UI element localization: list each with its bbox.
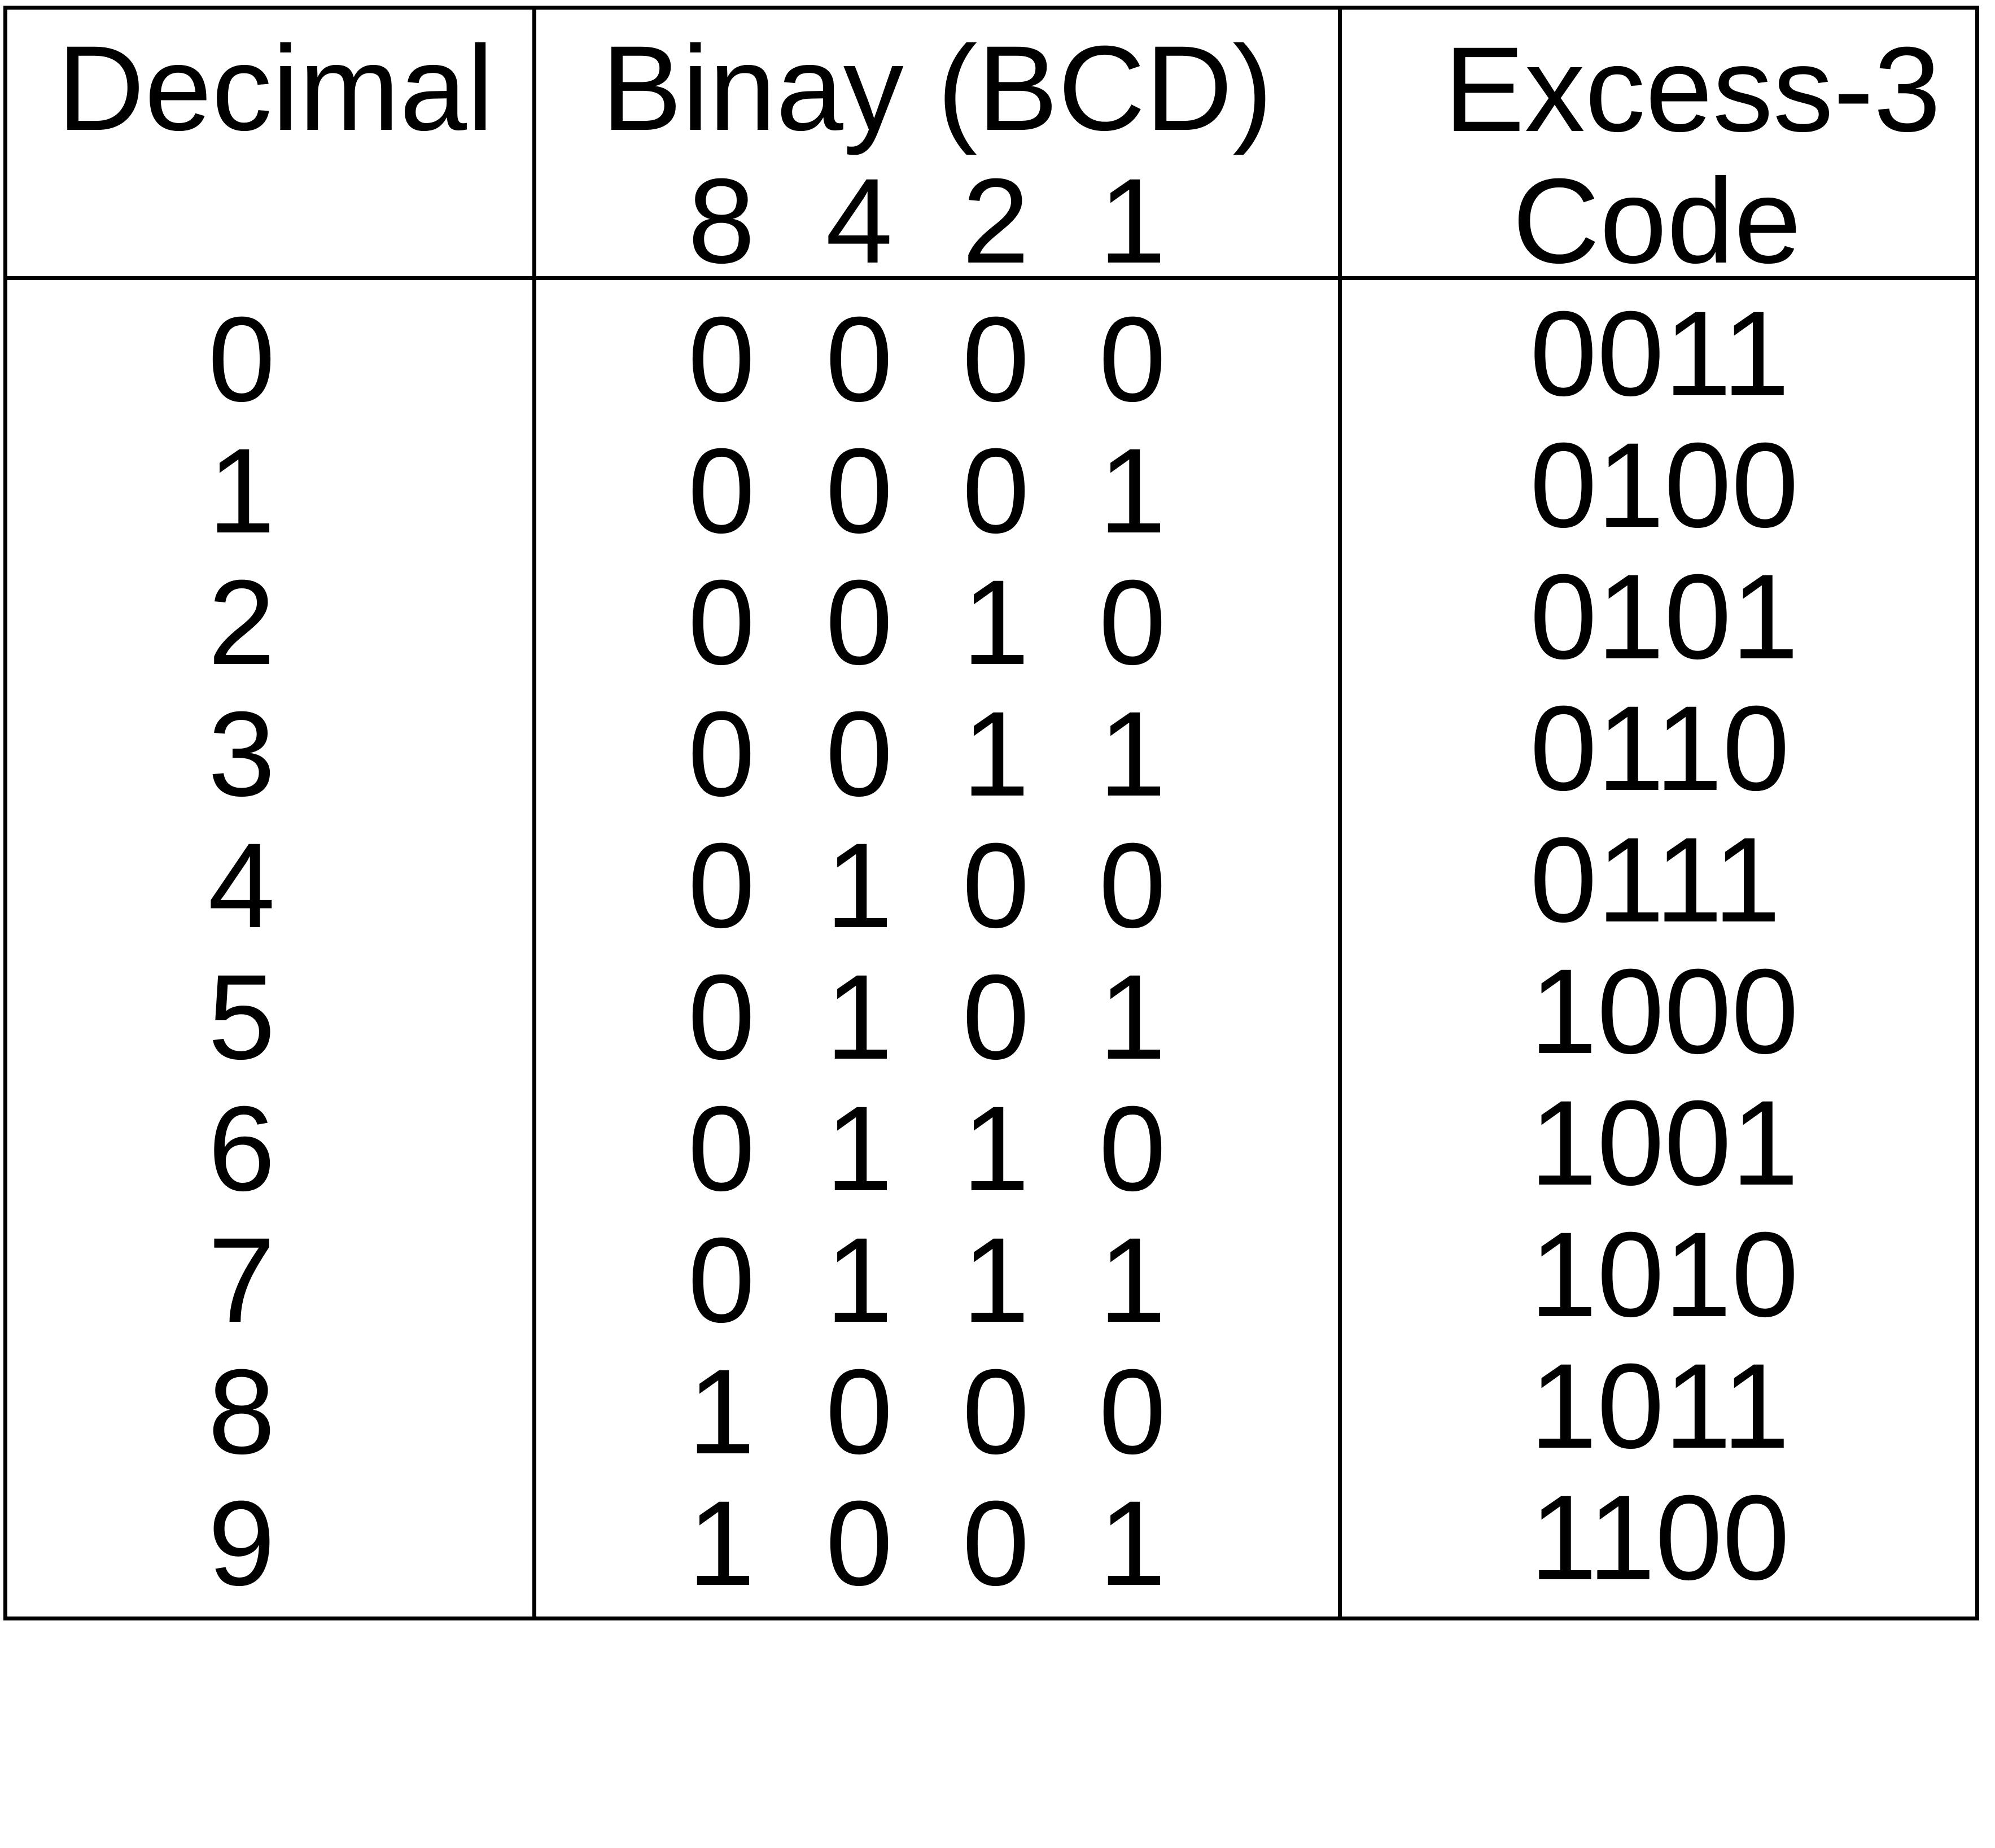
excess3-cell: 0011 [1530,286,1790,421]
excess3-cell: 1100 [1530,1470,1790,1605]
decimal-cell: 7 [208,1213,275,1348]
bcd-bit-cell: 0 [1099,1344,1166,1479]
bcd-bit-cell: 0 [688,1081,755,1216]
bcd-bit-cell: 0 [962,950,1030,1085]
excess3-cell: 1001 [1530,1076,1799,1211]
excess3-cell: 0111 [1530,812,1781,947]
bcd-bit-cell: 0 [825,423,893,558]
bcd-bit-cell: 1 [825,1081,893,1216]
bcd-bit-cell: 1 [688,1476,755,1611]
decimal-cell: 3 [208,687,275,822]
bcd-bit-cell: 1 [825,1213,893,1348]
bcd-bit-cell: 0 [1099,292,1166,427]
decimal-cell: 8 [208,1344,275,1479]
decimal-cell: 0 [208,292,275,427]
bcd-bit-cell: 0 [688,423,755,558]
bcd-bit-cell: 0 [962,1344,1030,1479]
decimal-cell: 4 [208,818,275,953]
bcd-bit-cell: 0 [1099,1081,1166,1216]
bcd-bit-cell: 1 [962,687,1030,822]
decimal-cell: 5 [208,950,275,1085]
decimal-cell: 9 [208,1476,275,1611]
bcd-bit-cell: 0 [825,555,893,690]
weight-2: 2 [962,154,1030,289]
decimal-cell: 6 [208,1081,275,1216]
bcd-bit-cell: 0 [1099,818,1166,953]
bcd-bit-cell: 1 [1099,687,1166,822]
excess3-cell: 1010 [1530,1207,1799,1342]
column-divider-binary-excess3 [1338,6,1342,1620]
header-excess3: Excess-3 [1443,22,1941,157]
bcd-bit-cell: 0 [825,687,893,822]
excess3-cell: 0101 [1530,549,1799,684]
bcd-bit-cell: 1 [962,1081,1030,1216]
bcd-bit-cell: 0 [825,1476,893,1611]
bcd-bit-cell: 0 [688,687,755,822]
table-border [3,6,1979,1620]
bcd-bit-cell: 1 [1099,423,1166,558]
bcd-bit-cell: 0 [825,292,893,427]
bcd-bit-cell: 0 [688,555,755,690]
bcd-bit-cell: 0 [962,1476,1030,1611]
decimal-cell: 1 [208,423,275,558]
bcd-bit-cell: 1 [825,950,893,1085]
bcd-bit-cell: 0 [1099,555,1166,690]
column-divider-decimal-binary [532,6,536,1620]
decimal-cell: 2 [208,555,275,690]
excess3-cell: 1011 [1530,1339,1790,1474]
header-decimal: Decimal [57,21,494,156]
excess3-cell: 1000 [1530,944,1799,1079]
bcd-bit-cell: 0 [688,818,755,953]
bcd-bit-cell: 0 [688,1213,755,1348]
bcd-bit-cell: 0 [825,1344,893,1479]
bcd-bit-cell: 1 [962,555,1030,690]
excess3-cell: 0100 [1530,418,1799,553]
bcd-bit-cell: 1 [962,1213,1030,1348]
bcd-bit-cell: 1 [825,818,893,953]
header-binary-bcd: Binay (BCD) [601,21,1273,156]
bcd-bit-cell: 1 [1099,1476,1166,1611]
excess3-cell: 0110 [1530,681,1790,816]
bcd-bit-cell: 1 [1099,1213,1166,1348]
weight-4: 4 [825,154,893,289]
bcd-bit-cell: 0 [962,292,1030,427]
bcd-bit-cell: 0 [962,423,1030,558]
bcd-bit-cell: 1 [1099,950,1166,1085]
header-code: Code [1512,154,1801,289]
bcd-bit-cell: 0 [688,292,755,427]
weight-8: 8 [688,154,755,289]
header-divider [3,276,1979,280]
bcd-bit-cell: 0 [688,950,755,1085]
bcd-bit-cell: 0 [962,818,1030,953]
bcd-bit-cell: 1 [688,1344,755,1479]
weight-1: 1 [1099,154,1166,289]
